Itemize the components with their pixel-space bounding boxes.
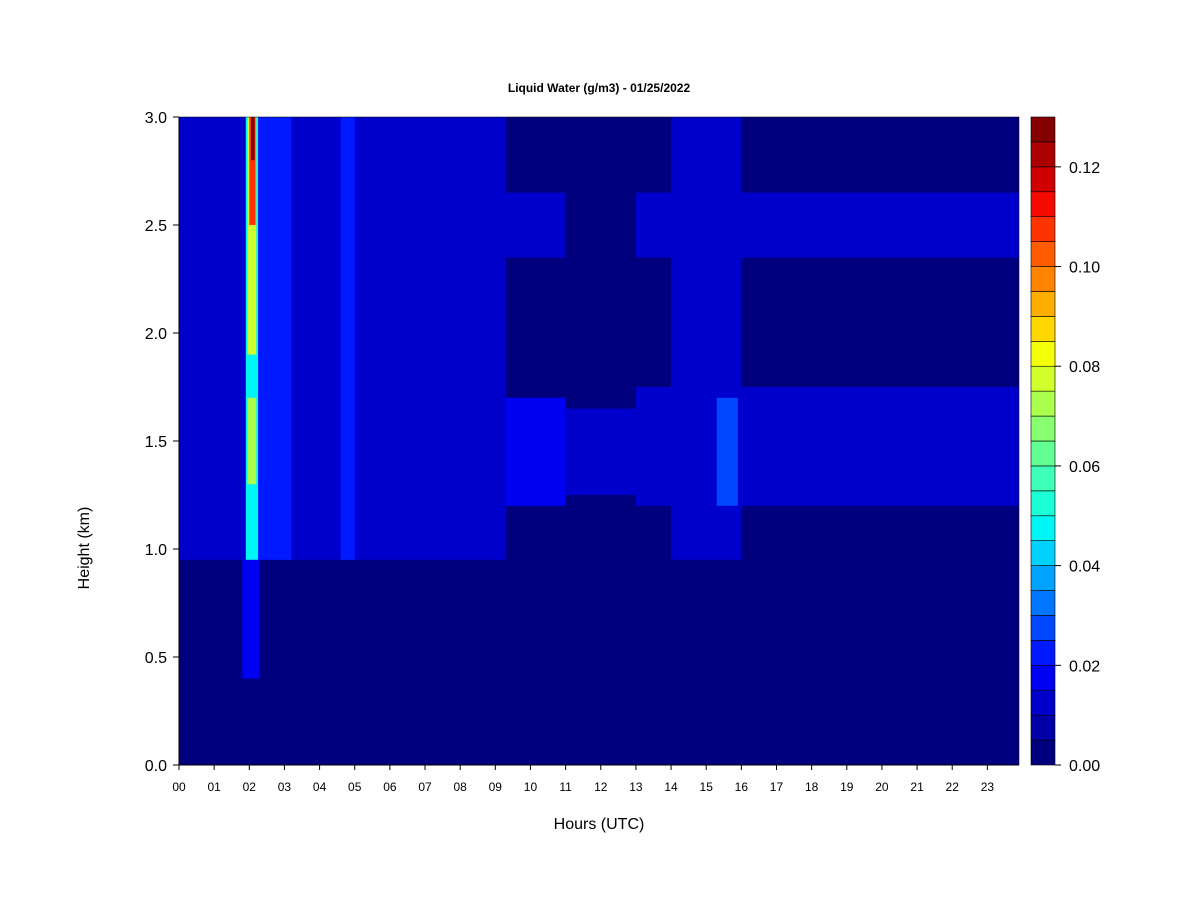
colorbar-swatch-0 bbox=[1030, 739, 1056, 766]
x-tick-label-0: 00 bbox=[172, 780, 186, 794]
x-tick-label-12: 12 bbox=[594, 780, 608, 794]
colorbar-swatch-4 bbox=[1030, 640, 1056, 666]
colorbar-swatch-25 bbox=[1030, 116, 1056, 143]
x-tick-label-1: 01 bbox=[207, 780, 221, 794]
colorbar-swatch-3 bbox=[1030, 665, 1056, 691]
heatmap-cell-11 bbox=[242, 559, 260, 679]
colorbar-swatch-1 bbox=[1030, 714, 1056, 741]
colorbar-tick-label-0: 0.00 bbox=[1069, 758, 1100, 775]
colorbar-swatch-10 bbox=[1030, 490, 1056, 517]
colorbar-swatch-17 bbox=[1030, 316, 1056, 342]
y-tick-label-2: 1.0 bbox=[145, 542, 167, 559]
colorbar-swatch-23 bbox=[1030, 166, 1056, 193]
colorbar-swatch-19 bbox=[1030, 266, 1056, 292]
x-tick-label-14: 14 bbox=[664, 780, 678, 794]
x-tick-label-23: 23 bbox=[981, 780, 995, 794]
heatmap-cell-4 bbox=[505, 192, 566, 258]
x-tick-label-13: 13 bbox=[629, 780, 643, 794]
y-axis: 0.0 0.5 1.0 1.5 2.0 2.5 3.0 bbox=[145, 110, 180, 775]
colorbar-swatch-9 bbox=[1030, 515, 1056, 541]
x-axis: 00 01 02 03 04 05 06 07 08 09 10 11 12 13 14 15 16 17 18 19… bbox=[172, 764, 1019, 794]
colorbar-tick-label-6: 0.12 bbox=[1069, 160, 1100, 177]
x-tick-label-8: 08 bbox=[453, 780, 467, 794]
colorbar-swatch-22 bbox=[1030, 191, 1056, 217]
colorbar-swatch-13 bbox=[1030, 415, 1056, 442]
colorbar-tick-label-5: 0.10 bbox=[1069, 260, 1100, 277]
x-tick-label-10: 10 bbox=[524, 780, 538, 794]
x-tick-label-9: 09 bbox=[489, 780, 503, 794]
chart-title: Liquid Water (g/m3) - 01/25/2022 bbox=[508, 81, 691, 95]
x-tick-label-19: 19 bbox=[840, 780, 854, 794]
colorbar-swatch-12 bbox=[1030, 440, 1056, 467]
x-tick-label-7: 07 bbox=[418, 780, 432, 794]
y-tick-label-0: 0.0 bbox=[145, 758, 167, 775]
y-tick-label-5: 2.5 bbox=[145, 218, 167, 235]
heatmap-cell-3 bbox=[505, 397, 566, 506]
heatmap-cell-8 bbox=[716, 397, 738, 506]
x-tick-label-5: 05 bbox=[348, 780, 362, 794]
colorbar-swatch-16 bbox=[1030, 341, 1056, 367]
heatmap-cell-13 bbox=[247, 117, 257, 355]
x-tick-label-22: 22 bbox=[946, 780, 960, 794]
colorbar: 0.00 0.02 0.04 0.06 0.08 0.10 0.12 bbox=[1030, 116, 1100, 775]
colorbar-swatch-18 bbox=[1030, 291, 1056, 317]
colorbar-swatch-14 bbox=[1030, 390, 1056, 417]
colorbar-swatch-2 bbox=[1030, 689, 1056, 716]
x-tick-label-17: 17 bbox=[770, 780, 784, 794]
plot-area bbox=[179, 117, 1019, 765]
colorbar-tick-label-1: 0.02 bbox=[1069, 658, 1100, 675]
x-tick-label-18: 18 bbox=[805, 780, 819, 794]
x-axis-label: Hours (UTC) bbox=[554, 816, 645, 833]
y-tick-label-4: 2.0 bbox=[145, 326, 167, 343]
y-axis-label: Height (km) bbox=[76, 507, 93, 590]
x-tick-label-20: 20 bbox=[875, 780, 889, 794]
heatmap-cell-10 bbox=[256, 117, 292, 560]
colorbar-swatch-20 bbox=[1030, 241, 1056, 267]
colorbar-tick-label-4: 0.08 bbox=[1069, 359, 1100, 376]
colorbar-swatch-21 bbox=[1030, 216, 1056, 242]
colorbar-swatch-15 bbox=[1030, 365, 1056, 392]
x-tick-label-21: 21 bbox=[910, 780, 924, 794]
colorbar-tick-label-2: 0.04 bbox=[1069, 559, 1100, 576]
x-tick-label-11: 11 bbox=[559, 780, 572, 794]
colorbar-tick-label-3: 0.06 bbox=[1069, 459, 1100, 476]
colorbar-swatch-6 bbox=[1030, 590, 1056, 616]
y-tick-label-3: 1.5 bbox=[145, 434, 167, 451]
x-tick-label-16: 16 bbox=[735, 780, 749, 794]
y-tick-label-6: 3.0 bbox=[145, 110, 167, 127]
x-tick-label-4: 04 bbox=[313, 780, 327, 794]
colorbar-swatch-5 bbox=[1030, 615, 1056, 641]
heatmap-cell-14 bbox=[249, 117, 256, 225]
colorbar-swatch-7 bbox=[1030, 565, 1056, 591]
x-tick-label-15: 15 bbox=[700, 780, 714, 794]
heatmap-cell-9 bbox=[340, 117, 355, 560]
y-tick-label-1: 0.5 bbox=[145, 650, 167, 667]
colorbar-swatch-8 bbox=[1030, 540, 1056, 566]
x-tick-label-2: 02 bbox=[243, 780, 257, 794]
x-tick-label-6: 06 bbox=[383, 780, 397, 794]
colorbar-swatch-11 bbox=[1030, 465, 1056, 492]
x-tick-label-3: 03 bbox=[278, 780, 292, 794]
colorbar-swatch-24 bbox=[1030, 141, 1056, 168]
heatmap-cell-15 bbox=[251, 117, 255, 161]
heatmap-cell-16 bbox=[247, 397, 257, 485]
